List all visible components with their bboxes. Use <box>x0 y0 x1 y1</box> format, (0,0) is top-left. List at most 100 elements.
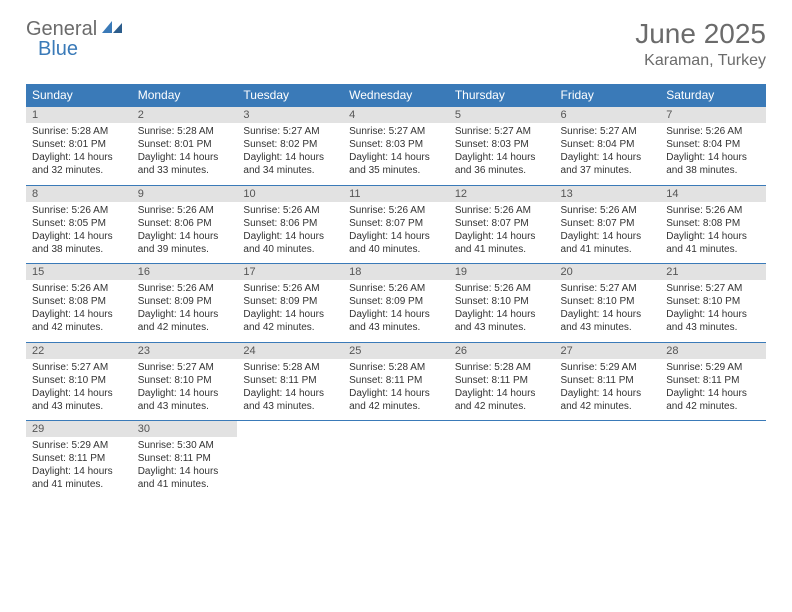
daylight-line2: and 42 minutes. <box>455 400 549 413</box>
daylight-line2: and 43 minutes. <box>32 400 126 413</box>
sunset-text: Sunset: 8:11 PM <box>349 374 443 387</box>
empty-daynum <box>660 421 766 438</box>
sunset-text: Sunset: 8:10 PM <box>666 295 760 308</box>
day-number: 18 <box>343 264 449 281</box>
day-number: 3 <box>237 107 343 124</box>
daylight-line2: and 43 minutes. <box>666 321 760 334</box>
day-cell: Sunrise: 5:28 AMSunset: 8:11 PMDaylight:… <box>237 359 343 421</box>
daylight-line2: and 34 minutes. <box>243 164 337 177</box>
empty-daybody <box>237 437 343 499</box>
day-cell: Sunrise: 5:27 AMSunset: 8:10 PMDaylight:… <box>132 359 238 421</box>
day-cell: Sunrise: 5:26 AMSunset: 8:07 PMDaylight:… <box>343 202 449 264</box>
daynum-row: 22232425262728 <box>26 342 766 359</box>
sunrise-text: Sunrise: 5:27 AM <box>666 282 760 295</box>
day-cell: Sunrise: 5:28 AMSunset: 8:11 PMDaylight:… <box>449 359 555 421</box>
sunrise-text: Sunrise: 5:26 AM <box>666 125 760 138</box>
sunset-text: Sunset: 8:07 PM <box>455 217 549 230</box>
empty-daynum <box>237 421 343 438</box>
sunrise-text: Sunrise: 5:27 AM <box>455 125 549 138</box>
day-number: 7 <box>660 107 766 124</box>
sunrise-text: Sunrise: 5:28 AM <box>243 361 337 374</box>
daylight-line1: Daylight: 14 hours <box>32 465 126 478</box>
location: Karaman, Turkey <box>635 52 766 70</box>
sunrise-text: Sunrise: 5:30 AM <box>138 439 232 452</box>
day-number: 4 <box>343 107 449 124</box>
sunrise-text: Sunrise: 5:26 AM <box>243 282 337 295</box>
day-number: 1 <box>26 107 132 124</box>
dayhead-wed: Wednesday <box>343 84 449 107</box>
daylight-line2: and 35 minutes. <box>349 164 443 177</box>
sunset-text: Sunset: 8:11 PM <box>243 374 337 387</box>
day-number: 24 <box>237 342 343 359</box>
day-number: 26 <box>449 342 555 359</box>
daylight-line1: Daylight: 14 hours <box>349 151 443 164</box>
daylight-line2: and 42 minutes. <box>32 321 126 334</box>
day-number: 12 <box>449 185 555 202</box>
sunrise-text: Sunrise: 5:26 AM <box>455 282 549 295</box>
logo-text-blue: Blue <box>38 38 78 61</box>
daylight-line1: Daylight: 14 hours <box>243 308 337 321</box>
sunrise-text: Sunrise: 5:29 AM <box>561 361 655 374</box>
empty-daybody <box>555 437 661 499</box>
day-number: 15 <box>26 264 132 281</box>
daylight-line2: and 42 minutes. <box>561 400 655 413</box>
day-number: 16 <box>132 264 238 281</box>
sunset-text: Sunset: 8:08 PM <box>32 295 126 308</box>
daylight-line2: and 37 minutes. <box>561 164 655 177</box>
empty-daynum <box>555 421 661 438</box>
sunset-text: Sunset: 8:09 PM <box>138 295 232 308</box>
day-cell: Sunrise: 5:26 AMSunset: 8:07 PMDaylight:… <box>555 202 661 264</box>
empty-daybody <box>343 437 449 499</box>
daylight-line1: Daylight: 14 hours <box>455 151 549 164</box>
daylight-line2: and 40 minutes. <box>349 243 443 256</box>
dayhead-sat: Saturday <box>660 84 766 107</box>
day-cell: Sunrise: 5:26 AMSunset: 8:06 PMDaylight:… <box>237 202 343 264</box>
day-cell: Sunrise: 5:28 AMSunset: 8:01 PMDaylight:… <box>26 123 132 185</box>
sunset-text: Sunset: 8:11 PM <box>666 374 760 387</box>
sunrise-text: Sunrise: 5:27 AM <box>561 125 655 138</box>
day-number: 11 <box>343 185 449 202</box>
day-number: 6 <box>555 107 661 124</box>
daylight-line2: and 41 minutes. <box>138 478 232 491</box>
sunrise-text: Sunrise: 5:26 AM <box>349 282 443 295</box>
day-cell: Sunrise: 5:26 AMSunset: 8:07 PMDaylight:… <box>449 202 555 264</box>
daylight-line1: Daylight: 14 hours <box>666 308 760 321</box>
day-cell: Sunrise: 5:27 AMSunset: 8:03 PMDaylight:… <box>343 123 449 185</box>
day-number: 9 <box>132 185 238 202</box>
daylight-line1: Daylight: 14 hours <box>561 387 655 400</box>
daylight-line2: and 42 minutes. <box>349 400 443 413</box>
daylight-line2: and 42 minutes. <box>666 400 760 413</box>
dayhead-thu: Thursday <box>449 84 555 107</box>
daylight-line1: Daylight: 14 hours <box>138 230 232 243</box>
day-cell: Sunrise: 5:26 AMSunset: 8:09 PMDaylight:… <box>237 280 343 342</box>
daylight-line2: and 42 minutes. <box>138 321 232 334</box>
daylight-line1: Daylight: 14 hours <box>32 308 126 321</box>
daylight-line2: and 38 minutes. <box>666 164 760 177</box>
sunrise-text: Sunrise: 5:27 AM <box>138 361 232 374</box>
day-number: 27 <box>555 342 661 359</box>
daylight-line2: and 41 minutes. <box>455 243 549 256</box>
empty-daybody <box>660 437 766 499</box>
daylight-line2: and 36 minutes. <box>455 164 549 177</box>
day-number: 25 <box>343 342 449 359</box>
day-number: 20 <box>555 264 661 281</box>
daylight-line1: Daylight: 14 hours <box>243 151 337 164</box>
page-header: General Blue June 2025 Karaman, Turkey <box>26 18 766 70</box>
sunset-text: Sunset: 8:07 PM <box>561 217 655 230</box>
day-cell: Sunrise: 5:28 AMSunset: 8:11 PMDaylight:… <box>343 359 449 421</box>
day-cell: Sunrise: 5:26 AMSunset: 8:10 PMDaylight:… <box>449 280 555 342</box>
calendar-table: Sunday Monday Tuesday Wednesday Thursday… <box>26 84 766 499</box>
sunset-text: Sunset: 8:05 PM <box>32 217 126 230</box>
sunset-text: Sunset: 8:10 PM <box>32 374 126 387</box>
day-number: 8 <box>26 185 132 202</box>
daylight-line2: and 39 minutes. <box>138 243 232 256</box>
sunrise-text: Sunrise: 5:28 AM <box>32 125 126 138</box>
sunset-text: Sunset: 8:01 PM <box>32 138 126 151</box>
day-cell: Sunrise: 5:26 AMSunset: 8:04 PMDaylight:… <box>660 123 766 185</box>
daylight-line1: Daylight: 14 hours <box>666 387 760 400</box>
day-cell: Sunrise: 5:29 AMSunset: 8:11 PMDaylight:… <box>555 359 661 421</box>
daylight-line1: Daylight: 14 hours <box>561 308 655 321</box>
sunrise-text: Sunrise: 5:26 AM <box>561 204 655 217</box>
dayhead-sun: Sunday <box>26 84 132 107</box>
sunrise-text: Sunrise: 5:26 AM <box>243 204 337 217</box>
